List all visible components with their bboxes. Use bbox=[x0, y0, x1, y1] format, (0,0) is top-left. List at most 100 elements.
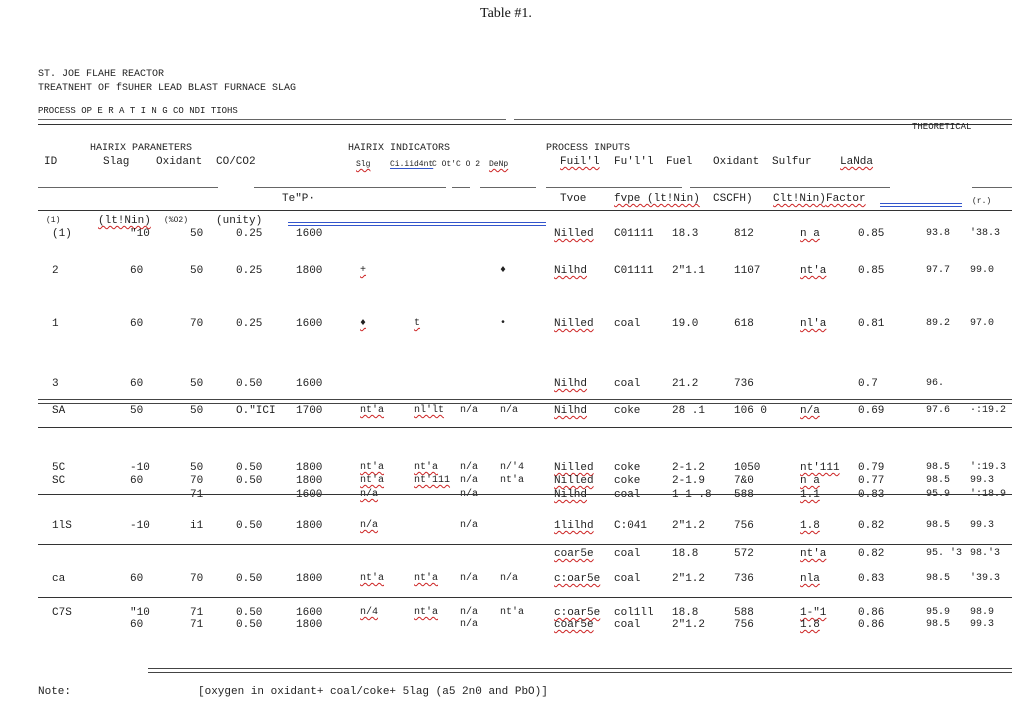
row-indicator: nt'a bbox=[360, 475, 385, 486]
row-indicator: nl'lt bbox=[414, 405, 445, 416]
row-slag: "10 bbox=[130, 607, 150, 619]
row-lambda: 0.86 bbox=[858, 607, 885, 619]
row-indicator: nt'a bbox=[414, 607, 439, 618]
row-recovery-1: 98.5 bbox=[926, 619, 951, 630]
row-recovery-1: 96. bbox=[926, 378, 945, 389]
row-recovery-1: 95.9 bbox=[926, 607, 951, 618]
col-dm: DeNp bbox=[489, 160, 509, 169]
row-slag: -10 bbox=[130, 520, 150, 532]
row-slag: "10 bbox=[130, 228, 150, 240]
row-fuel: coal bbox=[614, 489, 641, 501]
row-co-co2: 0.50 bbox=[236, 520, 263, 532]
row-fuel-rate: 2-1.2 bbox=[672, 462, 706, 474]
note-label: Note: bbox=[38, 686, 72, 698]
rule-seg bbox=[546, 187, 682, 188]
row-indicator: nt'a bbox=[500, 475, 525, 486]
row-fuel: col1ll bbox=[614, 607, 654, 619]
row-fuel: coke bbox=[614, 405, 641, 417]
rule-seg bbox=[972, 187, 1012, 188]
row-recovery-1: 98.5 bbox=[926, 475, 951, 486]
row-sulfur: nt'a bbox=[800, 548, 827, 560]
unit-slag: (lt!Nin) bbox=[98, 215, 151, 227]
row-recovery-1: 97.6 bbox=[926, 405, 951, 416]
row-fuel: coke bbox=[614, 462, 641, 474]
col-ciiid: Ci.iid4nt bbox=[390, 160, 434, 169]
col-fuel3: Fuel bbox=[666, 156, 693, 168]
row-indicator: n/a bbox=[500, 573, 519, 584]
row-oxidant: i1 bbox=[190, 520, 204, 532]
row-co-co2: 0.50 bbox=[236, 378, 263, 390]
heading-underline-right bbox=[514, 119, 1012, 120]
row-temp: 1800 bbox=[296, 265, 323, 277]
group-process-inputs: PROCESS INPUTS bbox=[546, 143, 631, 154]
row-fuel-rate: 18.8 bbox=[672, 548, 699, 560]
row-recovery-1: 98.5 bbox=[926, 573, 951, 584]
row-lambda: 0.81 bbox=[858, 318, 885, 330]
row-oxidant-rate: 106 0 bbox=[734, 405, 768, 417]
row-fuel-rate: 2"1.1 bbox=[672, 265, 706, 277]
row-oxidant-rate: 756 bbox=[734, 619, 754, 631]
row-indicator: n/a bbox=[360, 520, 379, 531]
row-slag: 50 bbox=[130, 405, 144, 417]
row-recovery-2: 99.3 bbox=[970, 475, 995, 486]
row-co-co2: 0.50 bbox=[236, 573, 263, 585]
row-lambda: 0.86 bbox=[858, 619, 885, 631]
rule-seg bbox=[254, 187, 446, 188]
header-mark bbox=[880, 203, 962, 207]
row-lambda: 0.7 bbox=[858, 378, 878, 390]
row-indicator: nt'a bbox=[414, 573, 439, 584]
col-slg: Slg bbox=[356, 160, 371, 169]
col-co-co2: CO/CO2 bbox=[216, 156, 256, 168]
row-sulfur: nt'a bbox=[800, 265, 827, 277]
row-recovery-2: 98.'3 bbox=[970, 548, 1001, 559]
row-recovery-2: '39.3 bbox=[970, 573, 1001, 584]
row-type: Nilled bbox=[554, 462, 594, 474]
row-indicator: n/a bbox=[460, 573, 479, 584]
row-oxidant-rate: 618 bbox=[734, 318, 754, 330]
row-fuel: C:041 bbox=[614, 520, 648, 532]
row-oxidant: 50 bbox=[190, 405, 204, 417]
row-oxidant: 50 bbox=[190, 462, 204, 474]
row-fuel-rate: 19.0 bbox=[672, 318, 699, 330]
row-sulfur: nla bbox=[800, 573, 820, 585]
row-indicator: t bbox=[414, 318, 421, 329]
unit-temp: Te"P· bbox=[282, 193, 316, 205]
row-indicator: n/a bbox=[460, 475, 479, 486]
row-fuel: coal bbox=[614, 619, 641, 631]
treatment-title: TREATNEHT OF fSUHER LEAD BLAST FURNACE S… bbox=[38, 83, 297, 94]
row-recovery-1: 89.2 bbox=[926, 318, 951, 329]
row-oxidant-rate: 736 bbox=[734, 573, 754, 585]
col-slag: Slag bbox=[103, 156, 130, 168]
row-fuel-rate: 1 1 .8 bbox=[672, 489, 712, 501]
row-type: Nilhd bbox=[554, 489, 588, 501]
unit-fuel-rate: fvpe (lt!Nin) bbox=[614, 193, 700, 205]
row-lambda: 0.85 bbox=[858, 228, 885, 240]
row-fuel: coal bbox=[614, 318, 641, 330]
row-fuel-rate: 2-1.9 bbox=[672, 475, 706, 487]
row-indicator: n/a bbox=[460, 520, 479, 531]
row-lambda: 0.85 bbox=[858, 265, 885, 277]
row-oxidant: 50 bbox=[190, 228, 204, 240]
row-id: 1 bbox=[52, 318, 59, 330]
page-title: Table #1. bbox=[480, 6, 532, 21]
col-coo: C Ot'C O 2 bbox=[432, 160, 481, 169]
row-fuel: C01111 bbox=[614, 228, 654, 240]
row-indicator: nt'a bbox=[500, 607, 525, 618]
row-oxidant-rate: 1050 bbox=[734, 462, 761, 474]
row-oxidant: 71 bbox=[190, 607, 204, 619]
unit-type: Tvoe bbox=[560, 193, 587, 205]
row-lambda: 0.82 bbox=[858, 520, 885, 532]
row-id: 1lS bbox=[52, 520, 72, 532]
row-oxidant: 70 bbox=[190, 475, 204, 487]
row-fuel-rate: 2"1.2 bbox=[672, 520, 706, 532]
row-oxidant: 50 bbox=[190, 378, 204, 390]
row-id: SA bbox=[52, 405, 66, 417]
row-temp: 1800 bbox=[296, 573, 323, 585]
row-sulfur: n a bbox=[800, 228, 820, 240]
row-sulfur: n a bbox=[800, 475, 820, 487]
row-indicator: n/a bbox=[460, 405, 479, 416]
row-temp: 1700 bbox=[296, 405, 323, 417]
note-text: [oxygen in oxidant+ coal/coke+ 5lag (a5 … bbox=[198, 686, 548, 698]
row-sulfur: nl'a bbox=[800, 318, 827, 330]
row-fuel: C01111 bbox=[614, 265, 654, 277]
